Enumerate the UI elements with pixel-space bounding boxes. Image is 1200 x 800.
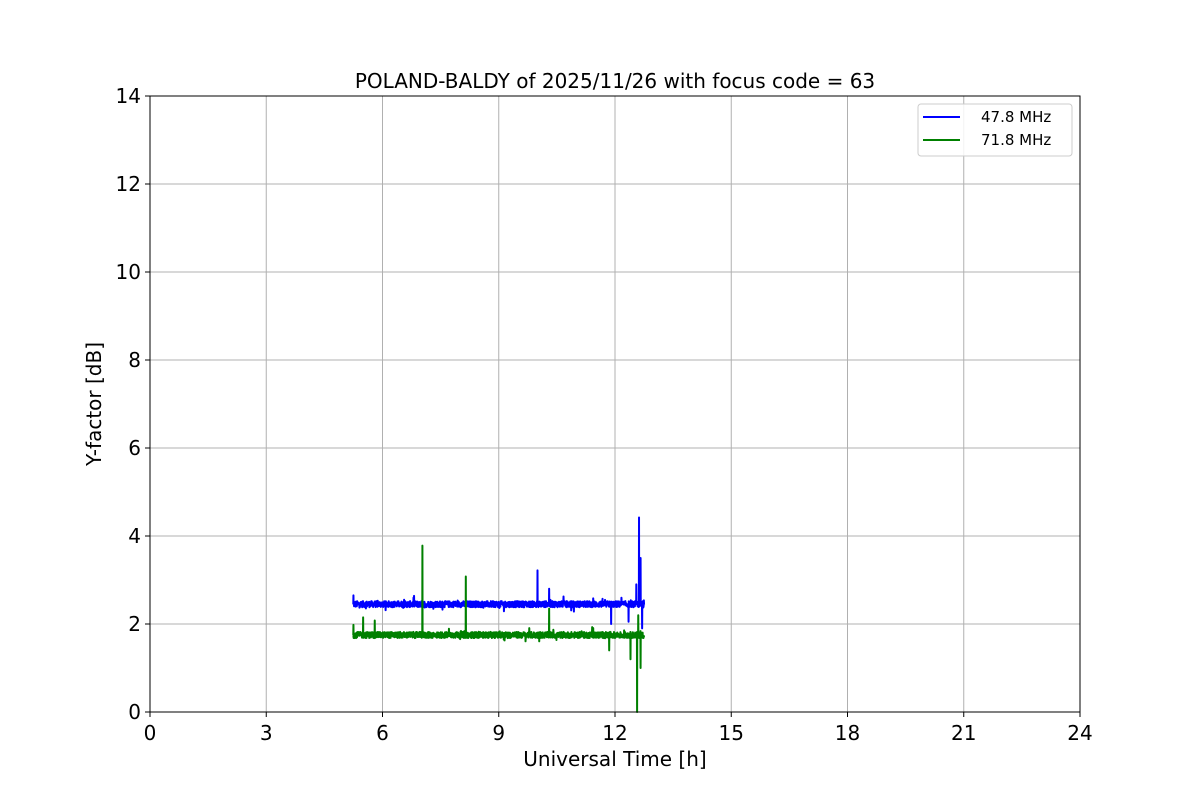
y-tick-label: 0: [128, 700, 141, 724]
y-axis-label: Y-factor [dB]: [82, 342, 106, 467]
x-tick-label: 3: [260, 721, 273, 745]
chart-title: POLAND-BALDY of 2025/11/26 with focus co…: [355, 69, 875, 93]
y-tick-label: 2: [128, 612, 141, 636]
y-tick-label: 12: [116, 172, 141, 196]
x-tick-label: 24: [1067, 721, 1092, 745]
y-tick-label: 10: [116, 260, 141, 284]
x-tick-label: 21: [951, 721, 976, 745]
x-tick-label: 9: [492, 721, 505, 745]
y-tick-label: 8: [128, 348, 141, 372]
legend-label-71-8-mhz: 71.8 MHz: [981, 131, 1051, 149]
series-lines: [352, 516, 646, 713]
x-axis-label: Universal Time [h]: [523, 747, 706, 771]
y-tick-label: 14: [116, 84, 141, 108]
series-line-47-8-mhz: [352, 516, 646, 630]
x-tick-label: 0: [144, 721, 157, 745]
y-tick-label: 4: [128, 524, 141, 548]
x-tick-label: 15: [719, 721, 744, 745]
x-tick-label: 6: [376, 721, 389, 745]
series-line-71-8-mhz: [352, 544, 646, 713]
x-tick-label: 18: [835, 721, 860, 745]
y-tick-label: 6: [128, 436, 141, 460]
legend: 47.8 MHz 71.8 MHz: [917, 103, 1073, 157]
legend-label-47-8-mhz: 47.8 MHz: [981, 108, 1051, 126]
x-tick-label: 12: [602, 721, 627, 745]
